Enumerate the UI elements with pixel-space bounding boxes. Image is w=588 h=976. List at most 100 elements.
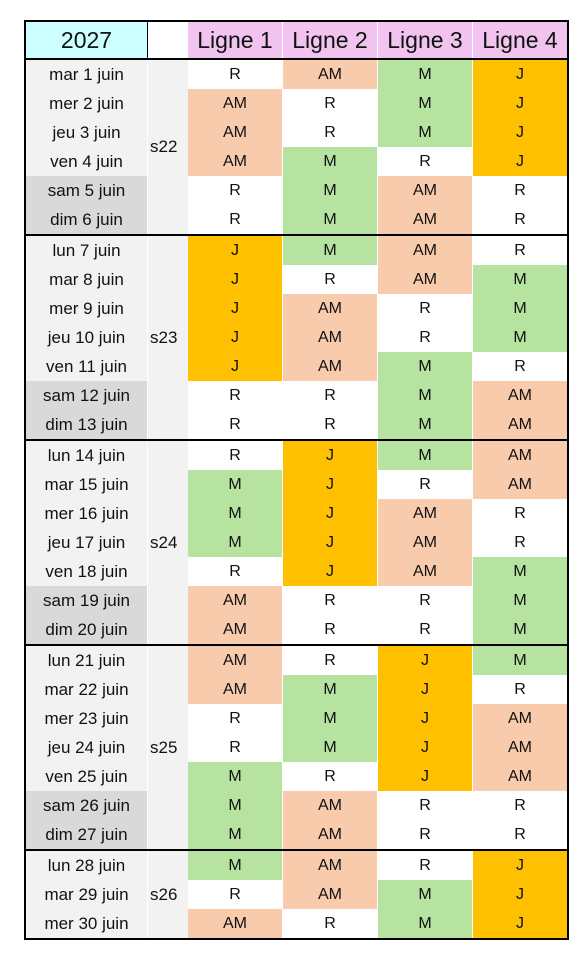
day-row: dim 6 juin R M AM R: [24, 205, 569, 236]
shift-cell: R: [282, 381, 378, 410]
shift-cell: R: [472, 234, 569, 265]
shift-cell: R: [282, 644, 378, 675]
date: mer 23 juin: [24, 704, 148, 733]
shift-cell: J: [188, 265, 283, 294]
shift-cell: AM: [472, 733, 569, 762]
shift-cell: R: [188, 410, 283, 441]
day-row: lun 21 juin s25 AM R J M: [24, 644, 569, 851]
shift-cell: AM: [472, 439, 569, 470]
date: dim 6 juin: [24, 205, 148, 236]
shift-cell: M: [472, 557, 569, 586]
day-row: ven 11 juin J AM M R: [24, 352, 569, 381]
shift-cell: AM: [472, 762, 569, 791]
date: jeu 17 juin: [24, 528, 148, 557]
shift-cell: J: [282, 470, 378, 499]
date: ven 18 juin: [24, 557, 148, 586]
week: s24: [147, 439, 188, 646]
shift-cell: R: [188, 176, 283, 205]
date: mer 30 juin: [24, 909, 148, 940]
shift-cell: M: [188, 820, 283, 851]
shift-cell: AM: [377, 499, 473, 528]
date: sam 26 juin: [24, 791, 148, 820]
shift-cell: M: [377, 880, 473, 909]
shift-cell: R: [282, 410, 378, 441]
shift-cell: R: [377, 470, 473, 499]
shift-cell: M: [377, 909, 473, 940]
day-row: mar 1 juin s22 R AM M J: [24, 58, 569, 236]
shift-cell: R: [188, 880, 283, 909]
date: mar 29 juin: [24, 880, 148, 909]
shift-cell: M: [282, 733, 378, 762]
date: lun 7 juin: [24, 234, 148, 265]
shift-cell: AM: [377, 528, 473, 557]
shift-cell: AM: [282, 294, 378, 323]
shift-cell: M: [472, 294, 569, 323]
shift-cell: R: [188, 439, 283, 470]
shift-cell: M: [377, 381, 473, 410]
shift-cell: AM: [472, 410, 569, 441]
day-row: dim 27 juin M AM R R: [24, 820, 569, 851]
week: s25: [147, 644, 188, 851]
shift-cell: AM: [377, 265, 473, 294]
shift-cell: M: [188, 791, 283, 820]
shift-cell: J: [472, 58, 569, 89]
shift-cell: J: [282, 439, 378, 470]
shift-cell: M: [377, 439, 473, 470]
shift-cell: R: [188, 205, 283, 236]
shift-cell: M: [188, 499, 283, 528]
day-row: mer 9 juin J AM R M: [24, 294, 569, 323]
shift-cell: M: [377, 118, 473, 147]
day-row: jeu 10 juin J AM R M: [24, 323, 569, 352]
shift-cell: AM: [377, 234, 473, 265]
date: mar 22 juin: [24, 675, 148, 704]
day-row: dim 20 juin AM R R M: [24, 615, 569, 646]
shift-cell: R: [472, 499, 569, 528]
week: s26: [147, 849, 188, 940]
shift-cell: M: [282, 704, 378, 733]
date: mar 8 juin: [24, 265, 148, 294]
shift-cell: J: [472, 118, 569, 147]
date: sam 12 juin: [24, 381, 148, 410]
shift-cell: M: [282, 675, 378, 704]
shift-cell: R: [188, 704, 283, 733]
schedule-table: 2027 Ligne 1 Ligne 2 Ligne 3 Ligne 4 mar 1 ju…: [24, 20, 569, 940]
shift-cell: J: [377, 675, 473, 704]
shift-cell: R: [377, 615, 473, 646]
shift-cell: R: [377, 147, 473, 176]
day-row: mer 30 juin AM R M J: [24, 909, 569, 940]
date: mer 2 juin: [24, 89, 148, 118]
shift-cell: R: [282, 909, 378, 940]
shift-cell: J: [377, 733, 473, 762]
shift-cell: R: [377, 849, 473, 880]
shift-cell: R: [282, 615, 378, 646]
shift-cell: R: [377, 820, 473, 851]
day-row: dim 13 juin R R M AM: [24, 410, 569, 441]
shift-cell: R: [377, 323, 473, 352]
shift-cell: AM: [282, 880, 378, 909]
day-row: sam 12 juin R R M AM: [24, 381, 569, 410]
header-row: 2027 Ligne 1 Ligne 2 Ligne 3 Ligne 4: [24, 20, 569, 60]
week: s23: [147, 234, 188, 441]
shift-cell: AM: [282, 58, 378, 89]
shift-cell: J: [377, 704, 473, 733]
shift-cell: AM: [377, 557, 473, 586]
shift-cell: AM: [282, 323, 378, 352]
shift-cell: R: [472, 528, 569, 557]
shift-cell: J: [188, 323, 283, 352]
shift-cell: AM: [188, 89, 283, 118]
shift-cell: M: [282, 234, 378, 265]
shift-cell: M: [282, 147, 378, 176]
shift-cell: M: [377, 352, 473, 381]
shift-cell: R: [282, 586, 378, 615]
shift-cell: AM: [188, 909, 283, 940]
date: mar 1 juin: [24, 58, 148, 89]
day-row: lun 14 juin s24 R J M AM: [24, 439, 569, 646]
date: lun 21 juin: [24, 644, 148, 675]
shift-cell: R: [472, 791, 569, 820]
shift-cell: R: [377, 791, 473, 820]
date: sam 5 juin: [24, 176, 148, 205]
shift-cell: M: [472, 265, 569, 294]
shift-cell: AM: [472, 381, 569, 410]
shift-cell: M: [188, 849, 283, 880]
